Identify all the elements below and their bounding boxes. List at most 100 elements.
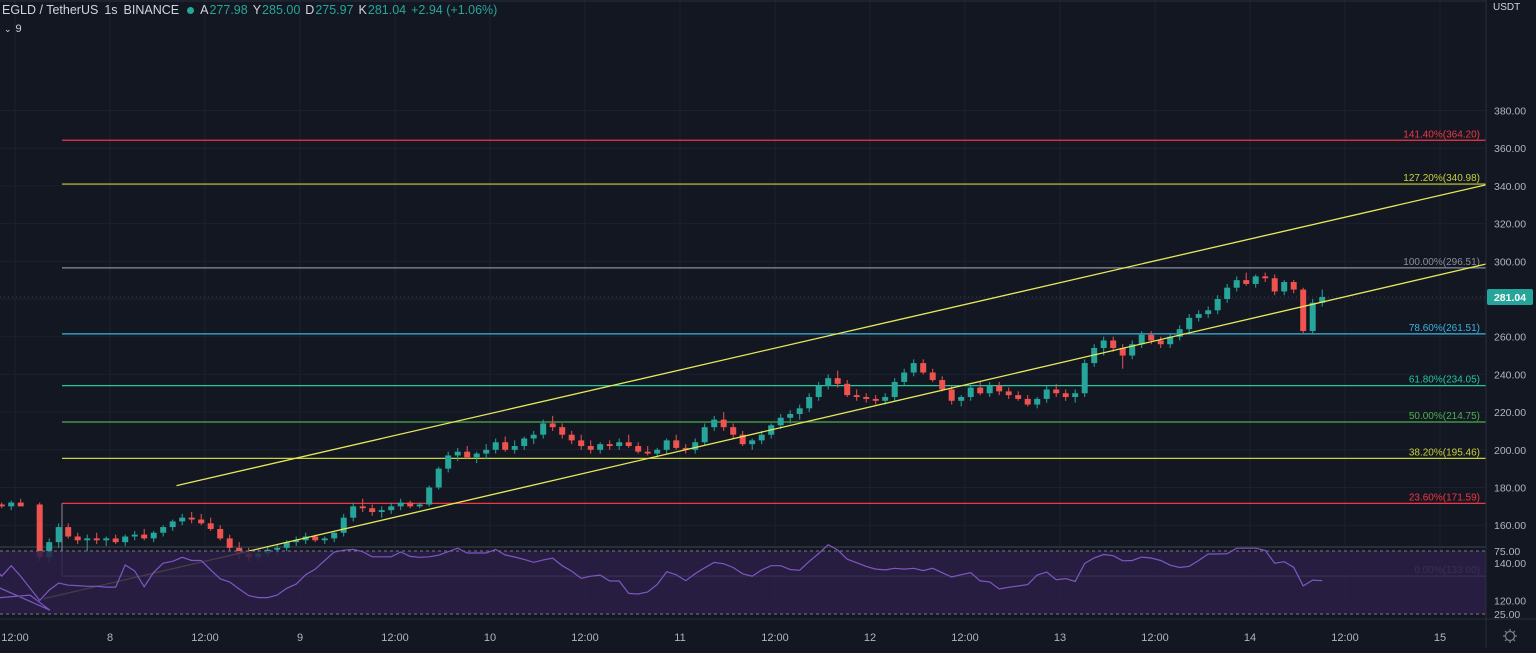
candle-body[interactable] — [492, 442, 499, 450]
candle-body[interactable] — [559, 427, 566, 435]
candle-body[interactable] — [350, 506, 357, 518]
candle-body[interactable] — [1262, 276, 1269, 279]
candle-body[interactable] — [55, 527, 62, 543]
candle-body[interactable] — [502, 442, 509, 450]
candle-body[interactable] — [8, 502, 15, 507]
interval-label[interactable]: 1s — [104, 3, 118, 17]
candle-body[interactable] — [882, 397, 889, 401]
candle-body[interactable] — [1138, 334, 1145, 345]
candle-body[interactable] — [958, 397, 965, 401]
candle-body[interactable] — [711, 419, 718, 428]
candle-body[interactable] — [274, 547, 281, 550]
candle-body[interactable] — [1005, 391, 1012, 396]
candle-body[interactable] — [1309, 302, 1316, 332]
candle-body[interactable] — [967, 387, 974, 398]
candle-body[interactable] — [521, 438, 528, 447]
candle-body[interactable] — [777, 417, 784, 426]
candle-body[interactable] — [863, 397, 870, 399]
candle-body[interactable] — [673, 440, 680, 448]
candle-body[interactable] — [815, 385, 822, 398]
candle-body[interactable] — [872, 398, 879, 401]
exchange-label[interactable]: BINANCE — [123, 3, 180, 17]
candle-body[interactable] — [46, 542, 53, 558]
candle-body[interactable] — [901, 372, 908, 382]
candle-body[interactable] — [1024, 398, 1031, 405]
candle-body[interactable] — [616, 442, 623, 447]
candle-body[interactable] — [654, 449, 661, 454]
candle-body[interactable] — [1119, 348, 1126, 356]
candle-body[interactable] — [996, 385, 1003, 392]
candle-body[interactable] — [1300, 289, 1307, 332]
candle-body[interactable] — [122, 536, 129, 543]
candle-body[interactable] — [1148, 334, 1155, 341]
candle-body[interactable] — [188, 517, 195, 520]
candle-body[interactable] — [217, 528, 224, 539]
candle-body[interactable] — [625, 442, 632, 447]
candle-body[interactable] — [426, 487, 433, 505]
candle-body[interactable] — [207, 523, 214, 529]
candle-body[interactable] — [1271, 278, 1278, 292]
candle-body[interactable] — [701, 427, 708, 443]
candle-body[interactable] — [834, 378, 841, 384]
candle-body[interactable] — [179, 517, 186, 522]
candle-body[interactable] — [787, 413, 794, 418]
candle-body[interactable] — [236, 547, 243, 554]
candle-body[interactable] — [692, 442, 699, 450]
candle-body[interactable] — [549, 423, 556, 428]
candle-body[interactable] — [587, 446, 594, 450]
symbol-name[interactable]: EGLD / TetherUS — [2, 3, 99, 17]
candle-body[interactable] — [17, 502, 24, 507]
candle-body[interactable] — [1043, 389, 1050, 399]
candle-body[interactable] — [435, 468, 442, 488]
candle-body[interactable] — [663, 440, 670, 450]
channel-upper-line[interactable] — [176, 177, 1515, 487]
candle-body[interactable] — [568, 434, 575, 441]
candle-body[interactable] — [1195, 314, 1202, 318]
candle-body[interactable] — [388, 506, 395, 511]
candle-body[interactable] — [1205, 310, 1212, 315]
candle-body[interactable] — [473, 453, 480, 458]
candle-body[interactable] — [445, 455, 452, 469]
candle-body[interactable] — [84, 538, 91, 541]
candle-body[interactable] — [1129, 344, 1136, 356]
candle-body[interactable] — [312, 536, 319, 541]
candle-body[interactable] — [635, 446, 642, 452]
candle-body[interactable] — [369, 508, 376, 513]
candle-body[interactable] — [1015, 395, 1022, 399]
candle-body[interactable] — [340, 517, 347, 533]
candle-body[interactable] — [644, 451, 651, 454]
candle-body[interactable] — [844, 383, 851, 396]
candle-body[interactable] — [749, 440, 756, 445]
candle-body[interactable] — [321, 538, 328, 541]
candle-body[interactable] — [1167, 336, 1174, 345]
candle-body[interactable] — [198, 519, 205, 524]
candle-body[interactable] — [1186, 317, 1193, 330]
candle-body[interactable] — [283, 542, 290, 548]
candle-body[interactable] — [1281, 282, 1288, 292]
candle-body[interactable] — [407, 502, 414, 507]
candle-body[interactable] — [36, 504, 43, 558]
candle-body[interactable] — [720, 419, 727, 428]
candle-body[interactable] — [141, 534, 148, 539]
candle-body[interactable] — [977, 387, 984, 394]
candle-body[interactable] — [397, 502, 404, 507]
candle-body[interactable] — [530, 434, 537, 439]
candle-body[interactable] — [682, 447, 689, 450]
candle-body[interactable] — [293, 540, 300, 543]
candle-body[interactable] — [1034, 398, 1041, 405]
candle-body[interactable] — [806, 397, 813, 409]
chevron-down-icon[interactable]: ⌄ — [4, 23, 12, 34]
channel-lower-line[interactable] — [43, 256, 1515, 600]
candle-body[interactable] — [511, 446, 518, 450]
candle-body[interactable] — [1252, 276, 1259, 284]
candle-body[interactable] — [160, 527, 167, 533]
candle-body[interactable] — [1157, 340, 1164, 345]
candle-body[interactable] — [948, 389, 955, 401]
candle-body[interactable] — [169, 521, 176, 528]
indicator-legend[interactable]: ⌄ 9 — [4, 23, 22, 35]
candle-body[interactable] — [825, 378, 832, 386]
candle-body[interactable] — [1176, 329, 1183, 337]
candle-body[interactable] — [112, 538, 119, 543]
